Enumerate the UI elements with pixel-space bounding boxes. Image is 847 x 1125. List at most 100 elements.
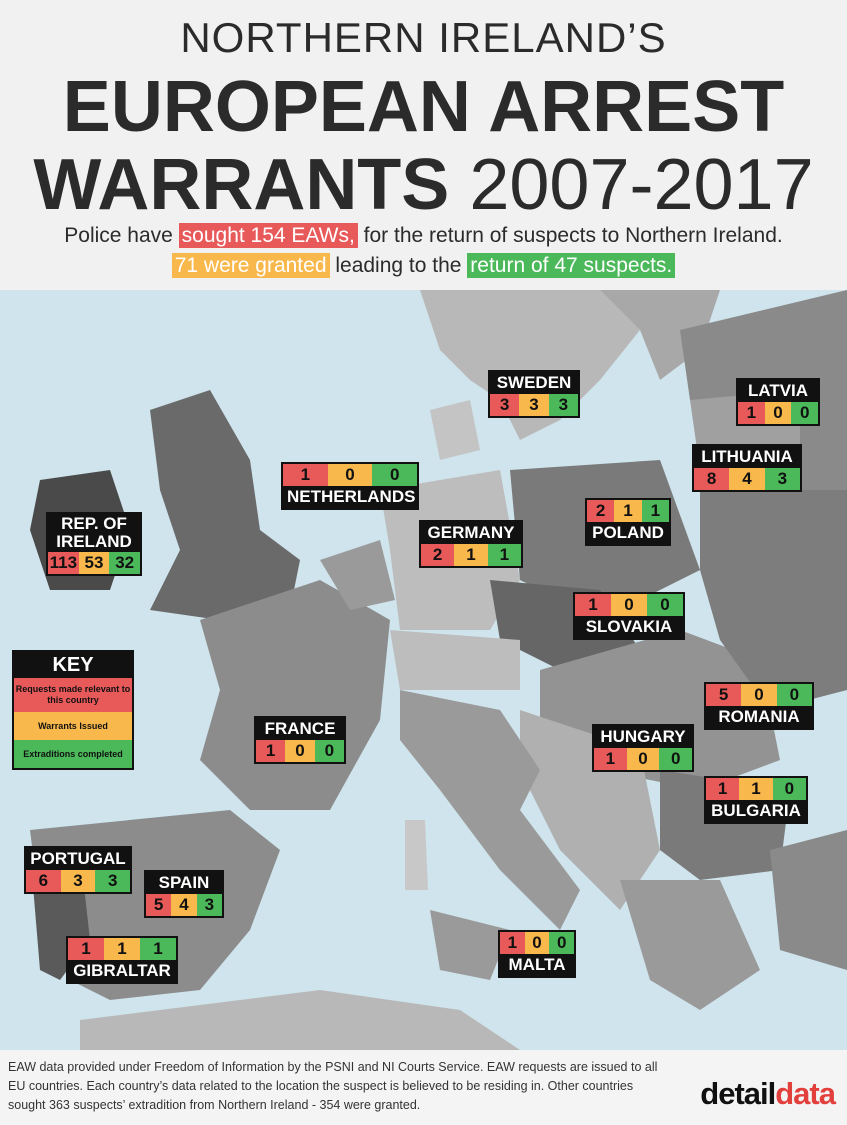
requests-value: 5 bbox=[706, 684, 742, 706]
warrants-value: 3 bbox=[519, 394, 549, 416]
country-name: HUNGARY bbox=[600, 727, 686, 746]
label-box: SPAIN 5 4 3 bbox=[144, 870, 224, 918]
extraditions-value: 0 bbox=[659, 748, 693, 770]
extraditions-value: 3 bbox=[764, 468, 800, 490]
values-row: 5 0 0 bbox=[706, 684, 812, 706]
key-requests: Requests made relevant to this country bbox=[14, 678, 132, 712]
detaildata-logo: detaildata bbox=[700, 1076, 836, 1112]
map-shapes bbox=[30, 290, 847, 1050]
warrants-value: 0 bbox=[524, 932, 550, 954]
values-row: 113 53 32 bbox=[48, 552, 141, 574]
label-box: 1 1 0 BULGARIA bbox=[704, 776, 808, 824]
values-row: 2 1 1 bbox=[421, 544, 521, 566]
label-box: 1 0 0 MALTA bbox=[498, 930, 576, 978]
requests-value: 1 bbox=[706, 778, 740, 800]
extraditions-value: 3 bbox=[196, 894, 222, 916]
requests-value: 2 bbox=[587, 500, 615, 522]
extraditions-value: 0 bbox=[549, 932, 575, 954]
label-box: 2 1 1 POLAND bbox=[585, 498, 671, 546]
extraditions-value: 0 bbox=[772, 778, 806, 800]
warrants-value: 0 bbox=[741, 684, 777, 706]
subtitle-text: leading to the bbox=[329, 254, 468, 277]
footer-note: EAW data provided under Freedom of Infor… bbox=[8, 1060, 658, 1112]
values-row: 1 0 0 bbox=[500, 932, 575, 954]
requests-value: 5 bbox=[146, 894, 172, 916]
label-box: SWEDEN 3 3 3 bbox=[488, 370, 580, 418]
warrants-value: 1 bbox=[614, 500, 642, 522]
extraditions-value: 3 bbox=[95, 870, 131, 892]
warrants-value: 0 bbox=[611, 594, 647, 616]
requests-value: 1 bbox=[738, 402, 765, 424]
country-name: LITHUANIA bbox=[701, 447, 793, 466]
country-name: NETHERLANDS bbox=[287, 487, 416, 506]
extraditions-value: 3 bbox=[548, 394, 578, 416]
key-extraditions: Extraditions completed bbox=[14, 740, 132, 768]
warrants-value: 1 bbox=[739, 778, 773, 800]
values-row: 3 3 3 bbox=[490, 394, 578, 416]
values-row: 1 0 0 bbox=[575, 594, 683, 616]
label-box: LATVIA 1 0 0 bbox=[736, 378, 820, 426]
warrants-value: 0 bbox=[327, 464, 373, 486]
country-name: REP. OF IRELAND bbox=[56, 514, 132, 551]
highlight-granted: 71 were granted bbox=[171, 253, 330, 278]
requests-value: 2 bbox=[421, 544, 455, 566]
subtitle-text: for the return of suspects to Northern I… bbox=[357, 224, 783, 247]
key-warrants: Warrants Issued bbox=[14, 712, 132, 740]
requests-value: 113 bbox=[48, 552, 79, 574]
values-row: 1 0 0 bbox=[283, 464, 418, 486]
requests-value: 3 bbox=[490, 394, 520, 416]
warrants-value: 3 bbox=[60, 870, 96, 892]
label-box: 1 1 1 GIBRALTAR bbox=[66, 936, 178, 984]
title-line-1: NORTHERN IRELAND’S bbox=[180, 14, 667, 61]
logo-detail: detail bbox=[700, 1076, 776, 1111]
values-row: 2 1 1 bbox=[587, 500, 669, 522]
country-name: LATVIA bbox=[747, 381, 809, 400]
footer: EAW data provided under Freedom of Infor… bbox=[0, 1050, 847, 1125]
extraditions-value: 0 bbox=[791, 402, 819, 424]
extraditions-value: 1 bbox=[140, 938, 176, 960]
extraditions-value: 0 bbox=[647, 594, 683, 616]
requests-value: 1 bbox=[575, 594, 611, 616]
values-row: 1 1 1 bbox=[68, 938, 176, 960]
country-name: SWEDEN bbox=[496, 373, 572, 392]
extraditions-value: 1 bbox=[641, 500, 669, 522]
values-row: 1 0 0 bbox=[594, 748, 693, 770]
values-row: 5 4 3 bbox=[146, 894, 222, 916]
europe-map: SWEDEN 3 3 3 LATVIA 1 0 0 LITHUANIA bbox=[0, 290, 847, 1050]
extraditions-value: 0 bbox=[372, 464, 418, 486]
values-row: 1 1 0 bbox=[706, 778, 806, 800]
values-row: 1 0 0 bbox=[738, 402, 819, 424]
warrants-value: 0 bbox=[626, 748, 660, 770]
header: NORTHERN IRELAND’S EUROPEAN ARREST WARRA… bbox=[0, 0, 847, 290]
label-box: GERMANY 2 1 1 bbox=[419, 520, 523, 568]
values-row: 6 3 3 bbox=[26, 870, 131, 892]
label-box: LITHUANIA 8 4 3 bbox=[692, 444, 802, 492]
title-years: 2007-2017 bbox=[449, 145, 814, 225]
extraditions-value: 32 bbox=[109, 552, 141, 574]
label-box: 1 0 0 SLOVAKIA bbox=[573, 592, 685, 640]
warrants-value: 4 bbox=[171, 894, 197, 916]
extraditions-value: 0 bbox=[314, 740, 344, 762]
highlight-sought: sought 154 EAWs, bbox=[178, 223, 358, 248]
requests-value: 1 bbox=[500, 932, 525, 954]
extraditions-value: 1 bbox=[487, 544, 521, 566]
label-box: HUNGARY 1 0 0 bbox=[592, 724, 694, 772]
logo-data: data bbox=[775, 1076, 836, 1111]
warrants-value: 4 bbox=[729, 468, 765, 490]
requests-value: 6 bbox=[26, 870, 61, 892]
requests-value: 1 bbox=[594, 748, 627, 770]
subtitle-line-1: Police have sought 154 EAWs, for the ret… bbox=[0, 223, 847, 248]
title-warrants: WARRANTS bbox=[33, 145, 450, 225]
country-name: GERMANY bbox=[427, 523, 515, 542]
highlight-returned: return of 47 suspects. bbox=[467, 253, 676, 278]
label-box: PORTUGAL 6 3 3 bbox=[24, 846, 132, 894]
country-name: SLOVAKIA bbox=[585, 617, 673, 636]
country-name: PORTUGAL bbox=[30, 849, 126, 868]
warrants-value: 0 bbox=[285, 740, 315, 762]
subtitle-text: Police have bbox=[64, 224, 179, 247]
requests-value: 1 bbox=[283, 464, 328, 486]
country-name: POLAND bbox=[592, 523, 664, 542]
label-box: REP. OF IRELAND 113 53 32 bbox=[46, 512, 142, 576]
country-name: GIBRALTAR bbox=[73, 961, 171, 980]
